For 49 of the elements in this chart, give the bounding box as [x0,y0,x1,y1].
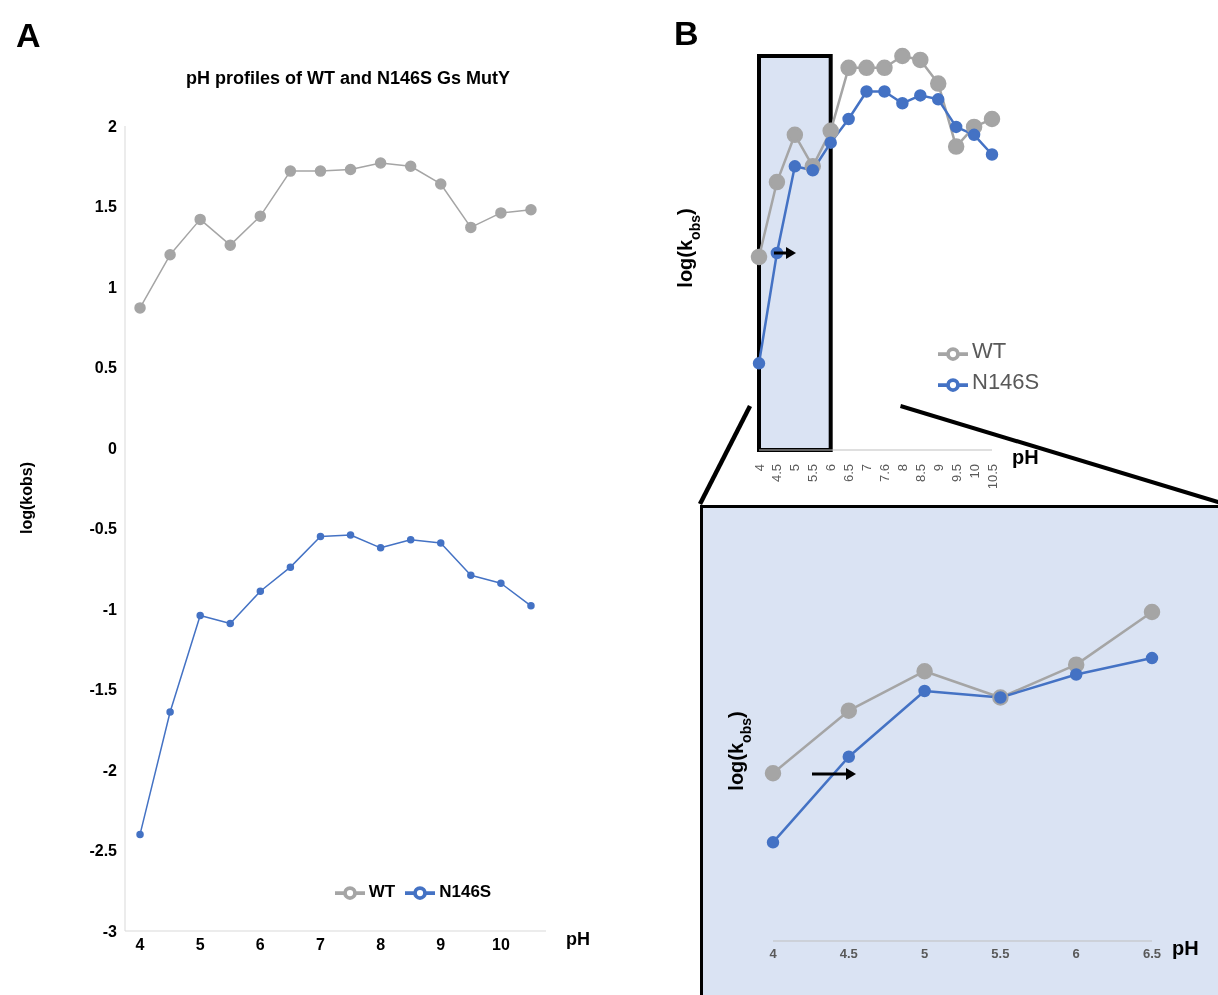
x-axis-title: pH [1012,446,1039,468]
y-tick-label: 0 [108,439,118,457]
legend-label: WT [972,338,1007,363]
x-tick-label: 7.6 [876,464,892,483]
x-tick-label: 4 [751,464,767,472]
x-tick-label: 8 [376,936,386,954]
text: A [16,16,41,55]
y-tick-label: -3 [102,922,118,940]
x-tick-label: 6 [1072,946,1080,962]
y-tick-label: -2.5 [89,842,118,860]
x-tick-label: 6 [823,464,839,472]
x-tick-label: 6 [255,936,265,954]
x-tick-label: 4.5 [839,946,858,962]
x-tick-label: 5 [920,946,929,962]
x-tick-label: 5 [787,464,803,472]
x-tick-label: 6.5 [1142,946,1162,962]
x-tick-label: 9 [930,464,946,472]
y-tick-label: 2 [108,117,118,135]
legend-label: N146S [972,368,1040,394]
x-tick-label: 9.5 [948,464,964,483]
x-tick-label: 4.5 [769,464,785,483]
legend-label: N146S [439,882,492,902]
y-tick-label: -2 [102,761,118,779]
x-tick-label: 8.5 [912,464,928,483]
x-axis-title: pH [566,929,590,949]
x-tick-label: 10 [491,936,510,954]
x-axis-title: pH [1172,937,1199,959]
x-tick-label: 9 [436,936,446,954]
y-tick-label: -1.5 [89,681,118,699]
text: B [674,14,699,53]
x-tick-label: 7 [316,936,326,954]
x-tick-label: 5.5 [991,946,1010,962]
y-tick-label: 1.5 [94,198,118,216]
x-tick-label: 4 [769,946,778,962]
y-tick-label: -0.5 [89,520,118,538]
x-tick-label: 5 [195,936,205,954]
y-tick-label: 0.5 [94,359,118,377]
y-tick-label: -1 [102,600,118,618]
x-tick-label: 6.5 [841,464,857,483]
y-tick-label: 1 [108,278,118,296]
x-tick-label: 10 [966,464,982,479]
x-tick-label: 10.5 [984,464,1000,490]
x-tick-label: 5.5 [805,464,821,483]
x-tick-label: 7 [859,464,875,472]
chart-title: pH profiles of WT and N146S Gs MutY [185,68,511,89]
x-tick-label: 8 [894,464,910,472]
y-axis-title: log(kobs) [18,462,35,534]
x-tick-label: 4 [135,936,145,954]
legend-label: WT [368,882,396,902]
